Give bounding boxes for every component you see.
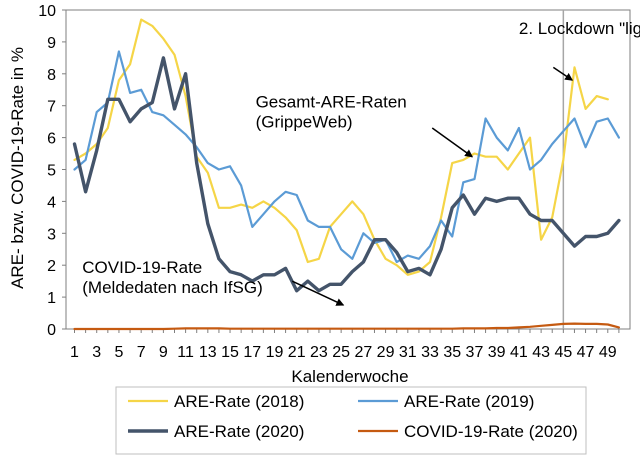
x-tick-label: 33 [421, 344, 439, 361]
x-tick-label: 13 [199, 344, 217, 361]
x-tick-label: 47 [577, 344, 595, 361]
x-tick-label: 9 [159, 344, 168, 361]
y-tick-label: 0 [47, 322, 56, 339]
y-tick-label: 9 [47, 35, 56, 52]
x-tick-label: 39 [488, 344, 506, 361]
annotation-line: (Meldedaten nach IfSG) [82, 278, 262, 297]
y-tick-label: 5 [47, 163, 56, 180]
annotation-text-1: Gesamt-ARE-Raten (GrippeWeb) [256, 92, 407, 131]
series-layer [72, 18, 621, 331]
series-line-1 [73, 50, 620, 264]
annotation-line: Gesamt-ARE-Raten [256, 92, 407, 111]
x-tick-label: 49 [599, 344, 617, 361]
x-tick-label: 35 [443, 344, 461, 361]
x-tick-label: 19 [266, 344, 284, 361]
legend-label-2: ARE-Rate (2020) [174, 422, 304, 441]
x-tick-label: 21 [288, 344, 306, 361]
x-tick-label: 41 [510, 344, 528, 361]
y-tick-label: 1 [47, 290, 56, 307]
series-line-0 [73, 18, 609, 276]
legend-label-3: COVID-19-Rate (2020) [404, 422, 578, 441]
x-tick-label: 43 [532, 344, 550, 361]
y-tick-label: 10 [38, 3, 56, 20]
y-tick-label: 8 [47, 67, 56, 84]
annotation-text-0: 2. Lockdown "light" [519, 19, 640, 38]
x-tick-label: 25 [332, 344, 350, 361]
y-tick-label: 2 [47, 258, 56, 275]
x-tick-label: 7 [137, 344, 146, 361]
annotation-arrow-1 [431, 127, 474, 158]
x-tick-label: 17 [243, 344, 261, 361]
x-tick-label: 1 [70, 344, 79, 361]
series-line-3 [73, 322, 620, 331]
annotation-line: 2. Lockdown "light" [519, 19, 640, 38]
y-tick-label: 7 [47, 99, 56, 116]
legend: ARE-Rate (2018) ARE-Rate (2019) ARE-Rate (… [115, 386, 587, 455]
y-tick-label: 6 [47, 131, 56, 148]
x-tick-label: 45 [554, 344, 572, 361]
x-tick-label: 37 [466, 344, 484, 361]
x-tick-label: 23 [310, 344, 328, 361]
x-tick-label: 15 [221, 344, 239, 361]
x-tick-label: 3 [92, 344, 101, 361]
x-tick-label: 31 [399, 344, 417, 361]
x-tick-label: 27 [354, 344, 372, 361]
series-line-2 [72, 56, 621, 293]
annotation-arrow-2 [291, 280, 345, 306]
legend-label-1: ARE-Rate (2019) [404, 392, 534, 411]
x-axis-title: Kalenderwoche [291, 367, 408, 386]
annotation-text-2: COVID-19-Rate (Meldedaten nach IfSG) [82, 258, 262, 297]
annotation-line: COVID-19-Rate [82, 258, 202, 277]
y-tick-label: 3 [47, 226, 56, 243]
x-tick-label: 11 [177, 344, 194, 361]
x-tick-label: 29 [377, 344, 395, 361]
annotation-line: (GrippeWeb) [256, 112, 353, 131]
legend-label-0: ARE-Rate (2018) [174, 392, 304, 411]
annotation-arrow-0 [552, 66, 574, 81]
legend-box [115, 386, 587, 455]
y-axis-title: ARE- bzw. COVID-19-Rate in % [8, 47, 27, 289]
annotations: 2. Lockdown "light" Gesamt-ARE-Raten(Grip… [82, 19, 640, 306]
y-tick-label: 4 [47, 194, 56, 211]
x-tick-label: 5 [114, 344, 123, 361]
